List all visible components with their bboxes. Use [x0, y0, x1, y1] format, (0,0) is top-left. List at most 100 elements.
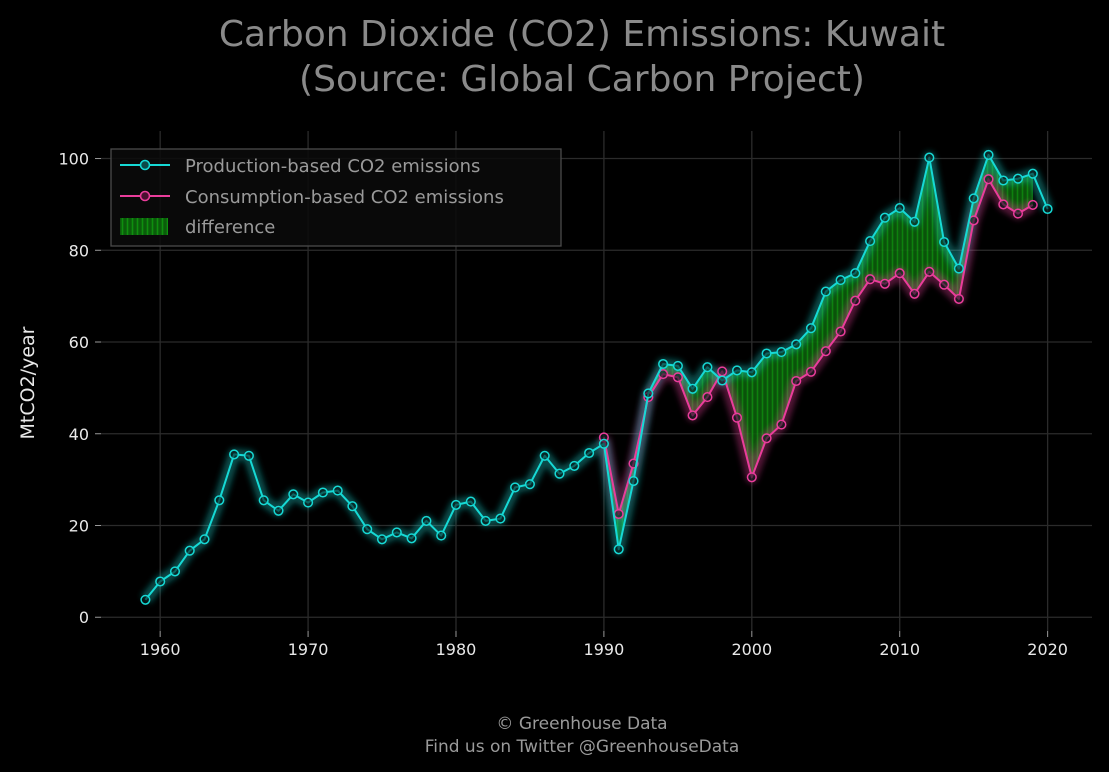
production-point: [643, 388, 654, 399]
consumption-point: [939, 279, 950, 290]
production-point: [199, 534, 210, 545]
production-point: [524, 479, 535, 490]
footer-copyright: © Greenhouse Data: [496, 714, 667, 734]
y-tick-label: 20: [69, 516, 89, 535]
production-point: [761, 348, 772, 359]
production-point: [702, 362, 713, 373]
production-point: [658, 358, 669, 370]
legend-label-difference: difference: [185, 217, 275, 238]
legend-box: [110, 148, 562, 247]
production-point: [968, 193, 979, 204]
consumption-point: [820, 346, 831, 357]
production-point: [421, 515, 432, 526]
x-tick-label: 2000: [731, 640, 772, 659]
production-point: [273, 505, 284, 516]
x-tick-label: 2020: [1027, 640, 1068, 659]
production-point: [909, 216, 920, 227]
legend-label-consumption: Consumption-based CO2 emissions: [185, 187, 504, 208]
consumption-point: [702, 392, 713, 403]
consumption-point: [717, 366, 728, 377]
production-point: [140, 594, 151, 605]
chart-title-line2: (Source: Global Carbon Project): [299, 59, 865, 100]
production-point: [850, 268, 861, 279]
x-tick-label: 1990: [584, 640, 625, 659]
production-point: [155, 576, 166, 587]
production-point: [894, 203, 905, 214]
production-point: [1027, 168, 1038, 179]
series: [140, 149, 1053, 605]
production-point: [569, 460, 580, 471]
legend-marker-consumption: [139, 190, 151, 202]
consumption-point: [998, 199, 1009, 210]
consumption-point: [953, 293, 964, 304]
consumption-point: [761, 433, 772, 444]
consumption-point: [776, 419, 787, 430]
y-tick-label: 100: [58, 150, 89, 169]
y-axis-label: MtCO2/year: [17, 326, 39, 439]
production-point: [317, 487, 328, 498]
production-point: [1012, 173, 1024, 184]
production-point: [258, 495, 269, 506]
consumption-point: [687, 410, 698, 421]
consumption-point: [894, 268, 905, 279]
production-point: [998, 175, 1009, 186]
production-point: [598, 438, 609, 449]
production-point: [391, 527, 402, 538]
production-point: [672, 360, 683, 371]
production-point: [347, 501, 358, 512]
production-point: [303, 497, 314, 508]
legend-swatch-difference: [120, 218, 168, 235]
chart-title-line1: Carbon Dioxide (CO2) Emissions: Kuwait: [219, 14, 945, 55]
x-tick-label: 1970: [288, 640, 329, 659]
consumption-point: [1012, 208, 1024, 219]
x-tick-label: 2010: [879, 640, 920, 659]
consumption-point: [879, 278, 890, 289]
production-point: [539, 450, 550, 461]
footer-twitter: Find us on Twitter @GreenhouseData: [425, 737, 740, 757]
y-tick-label: 60: [69, 333, 89, 352]
consumption-point: [909, 288, 920, 299]
production-point: [406, 533, 417, 544]
consumption-point: [983, 174, 994, 185]
production-point: [288, 489, 299, 500]
x-tick-label: 1980: [436, 640, 477, 659]
production-point: [776, 347, 787, 358]
production-point: [628, 475, 639, 487]
consumption-point: [672, 372, 683, 383]
production-point: [184, 545, 195, 556]
production-point: [169, 566, 181, 577]
x-tick-label: 1960: [140, 640, 181, 659]
consumption-point: [850, 295, 861, 306]
consumption-point: [746, 472, 757, 483]
production-point: [717, 375, 728, 386]
production-point: [332, 485, 343, 496]
production-point: [450, 499, 462, 510]
consumption-point: [613, 508, 624, 520]
legend-marker-production: [139, 159, 151, 171]
production-point: [584, 447, 595, 459]
production-point: [805, 323, 817, 334]
production-point: [613, 544, 624, 555]
production-point: [924, 152, 935, 163]
production-point: [510, 482, 521, 493]
consumption-point: [1027, 199, 1038, 210]
legend-label-production: Production-based CO2 emissions: [185, 156, 480, 177]
production-point: [214, 495, 225, 506]
y-tick-label: 0: [79, 608, 89, 627]
legend: Production-based CO2 emissions Consumpti…: [110, 148, 562, 247]
production-point: [791, 339, 802, 350]
production-point: [687, 383, 698, 394]
production-point: [983, 149, 994, 160]
production-point: [835, 275, 846, 286]
production-point: [1042, 203, 1053, 215]
y-tick-label: 40: [69, 425, 89, 444]
consumption-point: [791, 375, 802, 387]
consumption-point: [805, 366, 817, 377]
production-point: [376, 534, 388, 545]
production-point: [243, 450, 254, 461]
y-tick-label: 80: [69, 241, 89, 260]
consumption-point: [865, 274, 876, 285]
production-point: [495, 513, 506, 524]
production-point: [362, 524, 373, 535]
